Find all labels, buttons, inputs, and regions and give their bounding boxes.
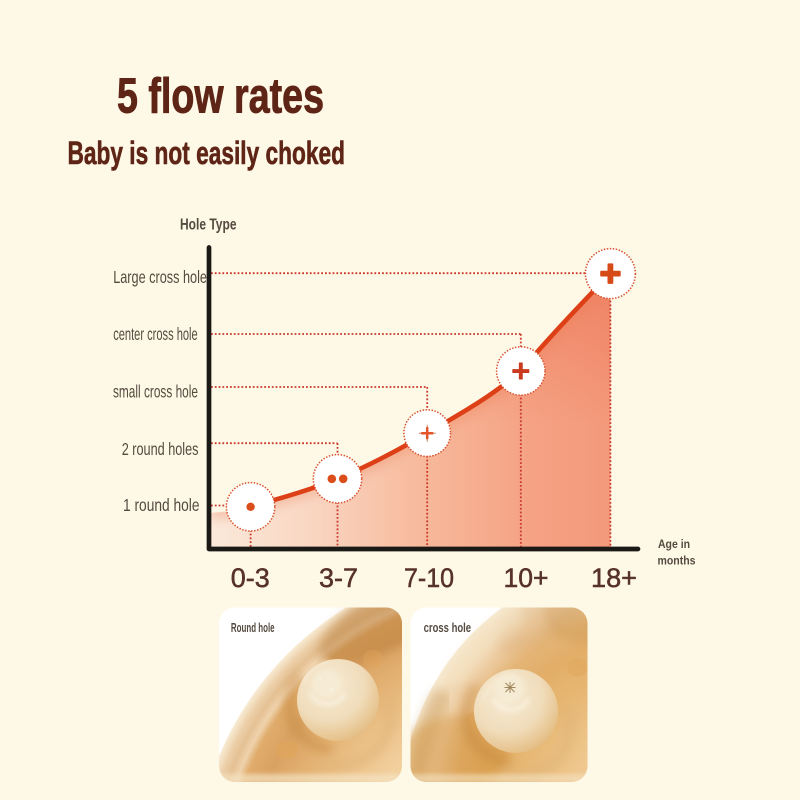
svg-text:Age in: Age in <box>658 537 690 551</box>
svg-text:Baby is not easily choked: Baby is not easily choked <box>68 135 346 171</box>
svg-text:2 round holes: 2 round holes <box>122 439 199 459</box>
svg-text:center cross hole: center cross hole <box>113 324 198 344</box>
svg-text:Hole Type: Hole Type <box>180 217 237 234</box>
svg-text:1 round hole: 1 round hole <box>123 495 200 515</box>
svg-text:months: months <box>658 554 696 568</box>
svg-text:0-3: 0-3 <box>231 563 270 593</box>
svg-text:Round hole: Round hole <box>231 621 275 635</box>
svg-text:18+: 18+ <box>591 563 637 593</box>
svg-text:5 flow rates: 5 flow rates <box>117 69 324 123</box>
svg-text:3-7: 3-7 <box>319 563 358 593</box>
svg-text:7-10: 7-10 <box>404 563 454 593</box>
svg-text:Large cross hole: Large cross hole <box>113 267 207 287</box>
svg-text:cross hole: cross hole <box>424 621 472 635</box>
svg-text:10+: 10+ <box>504 563 549 593</box>
svg-text:small cross hole: small cross hole <box>113 381 198 401</box>
